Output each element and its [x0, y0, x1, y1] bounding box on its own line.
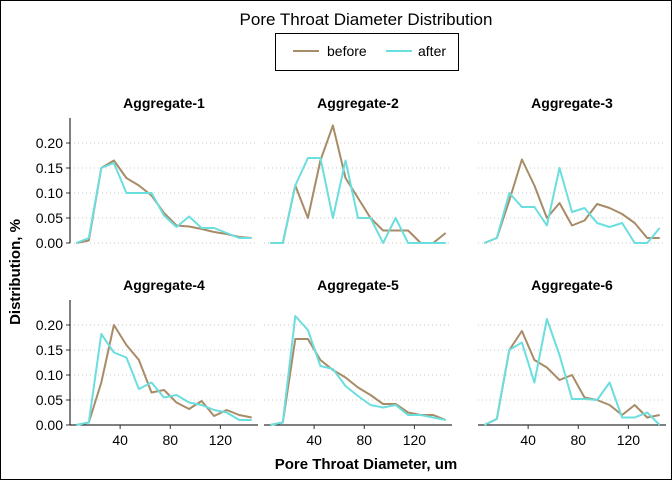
panel-1-y-tick-label: 0.10 [36, 185, 63, 201]
panel-5-x-tick-label: 80 [356, 432, 372, 448]
panel-6-line-after [483, 318, 661, 426]
y-axis-label: Distribution, % [7, 219, 24, 325]
panel-2-line-after [270, 157, 446, 244]
panel-1-y-tick-label: 0.05 [36, 210, 63, 226]
panel-1-y-tick-label: 0.00 [36, 235, 63, 251]
panel-6-x-tick-label: 40 [520, 432, 536, 448]
panel-4-y-tick-label: 0.15 [36, 342, 63, 358]
panel-6-x-tick-label: 120 [617, 432, 641, 448]
panel-1-y-tick-label: 0.20 [36, 135, 63, 151]
panel-6-title: Aggregate-6 [531, 277, 613, 293]
panel-4-x-tick-label: 120 [209, 432, 233, 448]
panel-1-line-after [75, 162, 252, 244]
panel-4-y-tick-label: 0.20 [36, 317, 63, 333]
panel-2-title: Aggregate-2 [317, 95, 399, 111]
legend-label-after: after [418, 43, 446, 59]
panel-1-y-tick-label: 0.15 [36, 160, 63, 176]
panel-4-x-tick-label: 80 [162, 432, 178, 448]
panel-5-x-tick-label: 120 [403, 432, 427, 448]
panel-1-title: Aggregate-1 [123, 95, 205, 111]
panel-4-y-tick-label: 0.10 [36, 367, 63, 383]
panel-3-title: Aggregate-3 [531, 95, 613, 111]
legend-label-before: before [327, 43, 367, 59]
facet-panels: Aggregate-1 0.00 0.05 0.10 0.15 0.20 Aggregate… [36, 95, 666, 448]
panel-6-line-before [483, 330, 660, 426]
panel-4-line-after [76, 333, 252, 426]
panel-5-title: Aggregate-5 [317, 277, 399, 293]
panel-5-line-after [270, 315, 446, 426]
panel-5-x-tick-label: 40 [306, 432, 322, 448]
panel-4-x-tick-label: 40 [112, 432, 128, 448]
legend: before after [275, 33, 459, 71]
panel-3-line-after [483, 167, 661, 244]
panel-4-title: Aggregate-4 [123, 277, 205, 293]
panel-6-x-tick-label: 80 [570, 432, 586, 448]
panel-3-line-before [483, 158, 660, 244]
panel-2-line-before [270, 124, 447, 244]
panel-4-y-tick-label: 0.05 [36, 392, 63, 408]
panel-4-y-tick-label: 0.00 [36, 417, 63, 433]
chart-title: Pore Throat Diameter Distribution [240, 10, 493, 29]
x-axis-label: Pore Throat Diameter, um [275, 456, 458, 473]
